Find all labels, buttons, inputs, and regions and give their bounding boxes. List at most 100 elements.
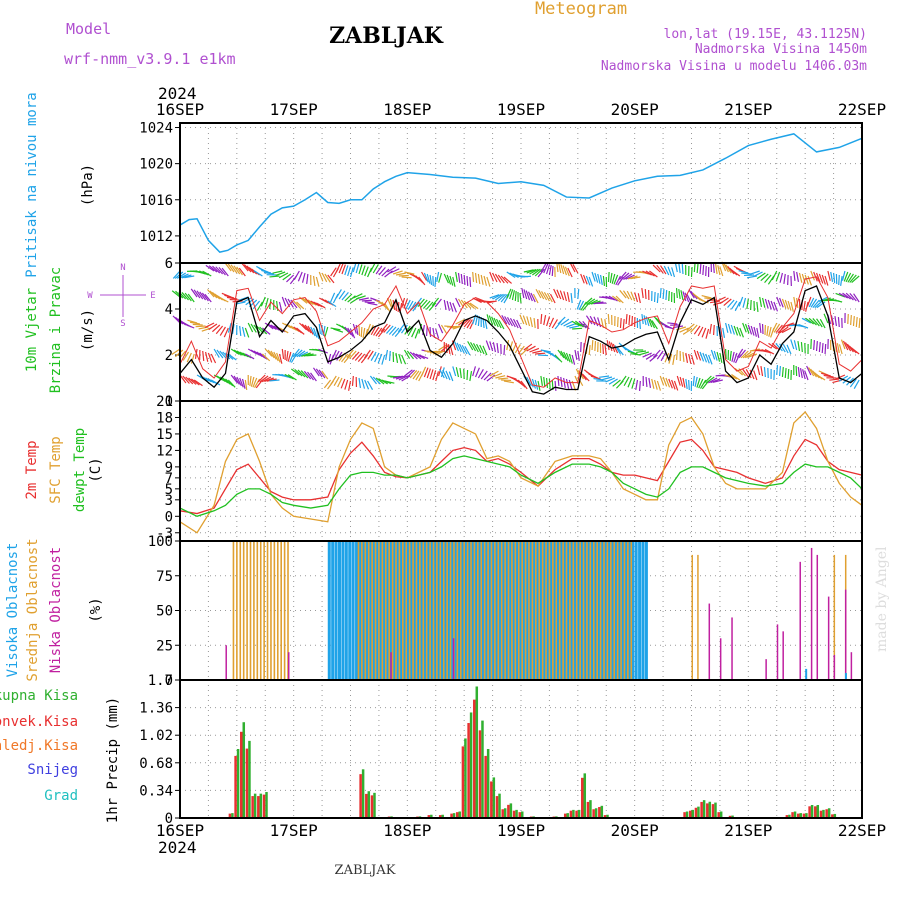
wind-barb [659, 287, 662, 299]
cloud-high-bar [409, 541, 413, 680]
cloud-high-bar [569, 541, 573, 680]
wind-barb [805, 301, 809, 312]
wind-barb [729, 350, 732, 362]
wind-barb [244, 327, 250, 338]
wind-barb [738, 296, 744, 307]
wind-barb [567, 267, 573, 278]
cloud-high-bar [508, 541, 512, 680]
wind-barb [685, 352, 689, 363]
wind-barb [440, 367, 445, 378]
wind-barb [418, 354, 429, 359]
wind-barb [222, 377, 231, 385]
wind-barb [682, 351, 685, 363]
cloud-mid-bar [558, 541, 561, 680]
wind-barb [838, 292, 849, 299]
wind-barb [417, 298, 425, 308]
wind-barb [273, 351, 279, 362]
cloud-mid-bar [412, 541, 414, 680]
cloud-high-bar [484, 541, 488, 680]
wind-barb [736, 348, 744, 358]
wind-barb [486, 374, 496, 382]
wind-barb [261, 353, 271, 362]
wind-barb [432, 327, 436, 338]
wind-barb [823, 374, 834, 378]
wind-barb [702, 352, 708, 363]
wind-barb [557, 349, 565, 359]
wind-barb [558, 263, 562, 274]
wind-barb [239, 377, 244, 388]
wind-barb [509, 272, 519, 278]
wind-barb [321, 370, 329, 380]
wind-barb [207, 289, 215, 298]
wind-barb [514, 290, 517, 302]
cloud-high-bar [355, 541, 359, 680]
wind-barb [845, 272, 852, 283]
wind-barb [565, 378, 570, 389]
y-axis-label: Pritisak na nivou mora [24, 92, 40, 277]
wind-barb [381, 301, 389, 311]
wind-barb [619, 289, 627, 299]
cloud-mid-bar [236, 541, 238, 680]
wind-barb [852, 315, 855, 327]
y-tick-label: 0.68 [139, 756, 173, 772]
wind-barb [445, 370, 451, 381]
precip-total-bar [515, 809, 518, 818]
cloud-mid-bar [402, 541, 404, 680]
precip-conv-bar [569, 810, 573, 818]
cloud-high-bar [580, 541, 584, 680]
wind-barb [239, 325, 242, 337]
wind-barb [731, 373, 741, 381]
wind-barb [708, 377, 718, 384]
cloud-high-bar [378, 541, 382, 680]
wind-barb [367, 350, 374, 360]
wind-barb [636, 350, 647, 354]
wind-barb [668, 290, 670, 302]
wind-barb [742, 322, 747, 333]
wind-barb [377, 328, 386, 338]
precip-total-bar [833, 813, 837, 818]
wind-barb [401, 324, 408, 334]
wind-barb [472, 366, 477, 377]
wind-barb [190, 288, 198, 298]
y-tick-label: 5 [165, 482, 173, 498]
wind-barb [241, 326, 246, 337]
wind-barb [688, 353, 692, 364]
y-axis-label: Niska Oblacnost [48, 547, 64, 673]
wind-barb [756, 365, 761, 376]
cloud-high-bar [337, 541, 341, 680]
wind-barb [684, 292, 690, 303]
wind-barb [740, 350, 749, 359]
wind-barb [753, 326, 758, 337]
wind-barb [241, 297, 252, 304]
wind-barb [712, 262, 715, 274]
wind-barb [693, 349, 699, 360]
cloud-low-bar [850, 652, 853, 680]
wind-barb [750, 270, 760, 275]
wind-barb [680, 290, 684, 301]
wind-barb [796, 271, 800, 282]
wind-barb [412, 302, 420, 312]
wind-barb [530, 292, 536, 303]
wind-barb [404, 271, 415, 275]
cloud-low-bar [731, 617, 733, 680]
wind-barb [546, 316, 551, 327]
wind-barb [699, 351, 705, 362]
cloud-low-bar [810, 547, 813, 680]
wind-barb [764, 348, 775, 355]
cloud-mid-bar [391, 541, 394, 680]
y-tick-label: 4 [165, 302, 173, 318]
y-axis-label: Visoka Oblacnost [5, 543, 21, 678]
cloud-high-bar [375, 541, 379, 680]
wind-barb [675, 349, 678, 361]
y-axis-label: (%) [88, 597, 104, 622]
wind-barb [358, 264, 363, 275]
wind-barb [330, 375, 337, 385]
wind-barb [341, 353, 349, 363]
wind-barb [548, 317, 555, 328]
precip-conv-bar [791, 812, 794, 818]
y-axis-label: Srednja Oblacnost [25, 538, 41, 681]
wind-barb [420, 366, 427, 377]
wind-barb [781, 327, 792, 334]
precip-conv-bar [711, 804, 715, 818]
wind-barb [466, 319, 473, 329]
